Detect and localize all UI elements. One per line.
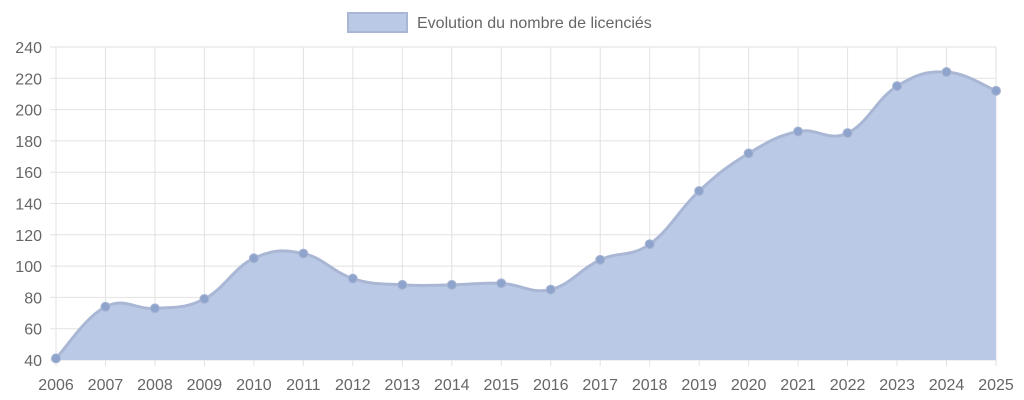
x-tick-label: 2014: [434, 377, 470, 394]
y-tick-label: 120: [15, 228, 42, 245]
x-tick-label: 2007: [88, 377, 124, 394]
x-tick-label: 2025: [978, 377, 1014, 394]
x-tick-label: 2012: [335, 377, 371, 394]
y-tick-label: 100: [15, 259, 42, 276]
data-point-2012[interactable]: [347, 273, 358, 284]
data-point-2020[interactable]: [743, 148, 754, 159]
x-axis: 2006 2007 2008 2009 2010 2011 2012 2013 2014 2015…: [38, 377, 1014, 394]
legend-label: Evolution du nombre de licenciés: [417, 15, 652, 32]
x-tick-label: 2020: [731, 377, 767, 394]
data-point-2025[interactable]: [991, 85, 1001, 96]
x-tick-label: 2017: [582, 377, 618, 394]
x-tick-label: 2024: [929, 377, 965, 394]
y-tick-label: 80: [24, 290, 42, 307]
y-tick-label: 160: [15, 165, 42, 182]
data-point-2017[interactable]: [595, 254, 606, 265]
data-point-2010[interactable]: [248, 253, 259, 264]
x-tick-label: 2018: [632, 377, 668, 394]
x-tick-label: 2023: [879, 377, 915, 394]
x-tick-label: 2016: [533, 377, 569, 394]
x-tick-label: 2013: [385, 377, 421, 394]
y-tick-label: 220: [15, 71, 42, 88]
x-tick-label: 2010: [236, 377, 272, 394]
x-tick-label: 2009: [187, 377, 223, 394]
series-area: [54, 70, 997, 361]
x-tick-label: 2019: [681, 377, 717, 394]
data-point-2022[interactable]: [842, 128, 853, 139]
y-tick-label: 200: [15, 103, 42, 120]
data-point-2018[interactable]: [644, 239, 655, 250]
data-point-2014[interactable]: [446, 279, 457, 290]
data-point-2019[interactable]: [694, 185, 705, 196]
data-point-2016[interactable]: [545, 284, 556, 295]
y-tick-label: 180: [15, 134, 42, 151]
y-tick-label: 60: [24, 322, 42, 339]
legend[interactable]: Evolution du nombre de licenciés: [347, 12, 652, 33]
series-fill-area: [56, 71, 996, 361]
data-point-2007[interactable]: [100, 301, 111, 312]
data-point-2008[interactable]: [149, 303, 160, 314]
x-tick-label: 2015: [483, 377, 519, 394]
data-point-2009[interactable]: [199, 293, 210, 304]
legend-swatch: [347, 12, 408, 33]
data-point-2011[interactable]: [298, 248, 309, 259]
x-tick-label: 2011: [286, 377, 321, 394]
x-tick-label: 2021: [780, 377, 816, 394]
data-point-2015[interactable]: [496, 278, 507, 289]
data-point-2024[interactable]: [941, 67, 952, 78]
y-tick-label: 240: [15, 40, 42, 57]
data-point-2023[interactable]: [892, 81, 903, 92]
x-tick-label: 2006: [38, 377, 74, 394]
x-tick-label: 2008: [137, 377, 173, 394]
y-tick-label: 40: [24, 353, 42, 370]
data-point-2021[interactable]: [793, 126, 804, 137]
data-point-2006[interactable]: [51, 353, 61, 364]
x-tick-label: 2022: [830, 377, 866, 394]
y-axis: 40 60 80 100 120 140 160 180 200 220 240: [15, 40, 42, 370]
series-points: [51, 67, 1001, 364]
y-tick-label: 140: [15, 197, 42, 214]
data-point-2013[interactable]: [397, 279, 408, 290]
